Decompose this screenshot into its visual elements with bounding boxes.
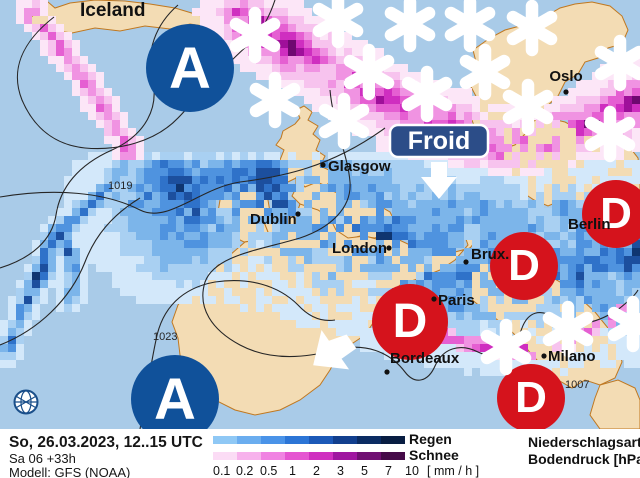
svg-text:Regen: Regen [409,431,452,447]
svg-text:[ mm / h ]: [ mm / h ] [427,464,479,478]
svg-text:Glasgow: Glasgow [328,158,391,175]
svg-text:10: 10 [405,464,419,478]
svg-text:Iceland: Iceland [80,0,145,21]
svg-text:Berlin: Berlin [568,216,611,233]
svg-text:A: A [154,367,196,429]
svg-text:Oslo: Oslo [549,68,582,85]
svg-text:1: 1 [289,464,296,478]
svg-text:1023: 1023 [153,331,177,343]
svg-text:D: D [393,295,428,348]
svg-text:A: A [169,36,211,101]
svg-text:0.5: 0.5 [260,464,277,478]
svg-text:1007: 1007 [565,379,589,391]
svg-text:Brux.: Brux. [471,246,509,263]
svg-text:Schnee: Schnee [409,447,459,463]
svg-text:Froid: Froid [408,127,471,155]
svg-text:D: D [508,241,540,290]
svg-text:D: D [515,373,547,422]
svg-text:2: 2 [313,464,320,478]
svg-text:Milano: Milano [548,348,596,365]
svg-text:Bordeaux: Bordeaux [390,350,460,367]
svg-text:5: 5 [361,464,368,478]
svg-text:London: London [332,240,387,257]
svg-text:3: 3 [337,464,344,478]
svg-text:Paris: Paris [438,292,475,309]
svg-text:0.1: 0.1 [213,464,230,478]
svg-text:7: 7 [385,464,392,478]
svg-text:Dublin: Dublin [250,211,297,228]
svg-text:0.2: 0.2 [236,464,253,478]
svg-text:1019: 1019 [108,180,132,192]
